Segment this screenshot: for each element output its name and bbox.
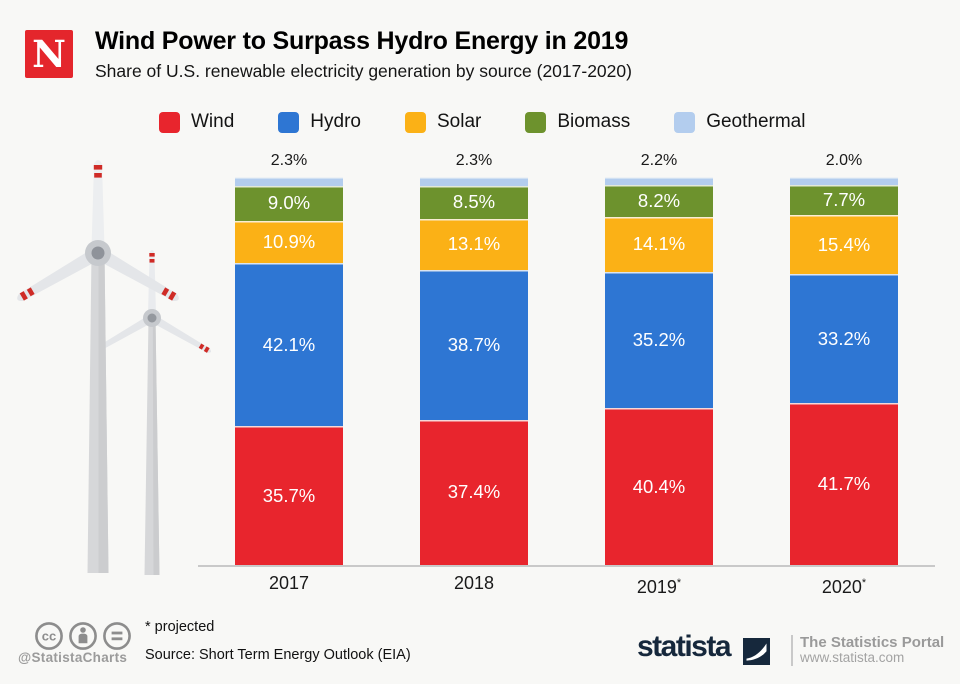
large-wind-turbine (17, 160, 179, 573)
bar-top-label-2020: 2.0% (825, 152, 863, 169)
segment-value-label: 9.0% (267, 192, 311, 214)
x-axis-label-2018: 2018 (453, 573, 495, 593)
legend-label: Wind (191, 111, 235, 132)
footer-divider (791, 635, 793, 666)
legend-label: Hydro (310, 111, 361, 132)
segment-value-label: 13.1% (447, 233, 501, 255)
segment-value-label: 38.7% (447, 333, 501, 355)
segment-2017-hydro: 42.1% (235, 263, 343, 427)
segment-2017-wind: 35.7% (235, 426, 343, 565)
legend-swatch (674, 111, 696, 133)
segment-2020-solar: 15.4% (790, 214, 898, 275)
legend-item-wind: Wind (159, 111, 234, 133)
projected-asterisk: * (861, 577, 867, 589)
statista-url: www.statista.com (800, 650, 905, 665)
segment-value-label: 35.7% (262, 484, 316, 506)
bar-top-label-2017: 2.3% (270, 152, 308, 169)
x-axis-label-2017: 2017 (268, 573, 310, 593)
legend-swatch (159, 111, 180, 133)
x-axis-label-2019: 2019* (636, 577, 682, 597)
segment-value-label: 15.4% (817, 233, 871, 255)
segment-value-label: 14.1% (632, 233, 686, 255)
legend-label: Solar (436, 111, 482, 132)
legend-swatch (404, 111, 426, 133)
legend-swatch (525, 111, 547, 133)
segment-2019-solar: 14.1% (605, 216, 713, 272)
x-axis-line (198, 565, 935, 567)
segment-2018-solar: 13.1% (420, 218, 528, 270)
legend-item-solar: Solar (404, 111, 482, 133)
segment-2020-geothermal (790, 177, 898, 185)
statista-charts-handle: @StatistaCharts (18, 650, 128, 665)
projected-asterisk: * (676, 577, 682, 589)
wind-turbines-illustration (17, 160, 212, 575)
segment-value-label: 10.9% (262, 230, 316, 252)
statistics-portal-label: The Statistics Portal (800, 634, 945, 651)
statista-logo-icon (743, 638, 770, 665)
cc-icon (35, 622, 63, 650)
segment-value-label: 41.7% (817, 473, 871, 495)
newsweek-logo: N (25, 30, 73, 78)
segment-2018-biomass: 8.5% (420, 185, 528, 219)
segment-2019-wind: 40.4% (605, 408, 713, 565)
segment-value-label: 8.2% (637, 190, 681, 212)
legend-label: Geothermal (706, 111, 806, 132)
source-note: Source: Short Term Energy Outlook (EIA) (145, 647, 411, 663)
equals-icon (103, 622, 131, 650)
page-subtitle: Share of U.S. renewable electricity gene… (95, 61, 632, 81)
segment-value-label: 8.5% (452, 191, 496, 213)
segment-2018-geothermal (420, 177, 528, 186)
segment-2019-hydro: 35.2% (605, 271, 713, 409)
segment-2019-biomass: 8.2% (605, 185, 713, 217)
segment-2020-biomass: 7.7% (790, 184, 898, 215)
projected-note: * projected (145, 619, 215, 635)
segment-2020-wind: 41.7% (790, 403, 898, 565)
segment-value-label: 37.4% (447, 481, 501, 503)
legend-item-biomass: Biomass (525, 111, 630, 133)
legend-swatch (278, 111, 300, 133)
segment-2019-geothermal (605, 176, 713, 186)
page-title: Wind Power to Surpass Hydro Energy in 20… (95, 27, 629, 55)
legend-item-geothermal: Geothermal (674, 111, 805, 133)
chart-legend: Wind Hydro Solar Biomass Geothermal (159, 111, 805, 133)
segment-2018-wind: 37.4% (420, 419, 528, 565)
x-axis-label-2020: 2020* (821, 577, 867, 597)
segment-value-label: 35.2% (632, 328, 686, 350)
attribution-icon (69, 622, 97, 650)
bar-top-label-2019: 2.2% (640, 151, 678, 169)
legend-item-hydro: Hydro (278, 111, 361, 133)
svg-text:cc: cc (42, 629, 56, 644)
segment-2020-hydro: 33.2% (790, 274, 898, 404)
segment-value-label: 40.4% (632, 475, 686, 497)
segment-value-label: 7.7% (822, 188, 866, 210)
segment-2017-geothermal (235, 177, 343, 186)
segment-2018-hydro: 38.7% (420, 269, 528, 420)
statista-wordmark: statista (637, 630, 732, 663)
segment-2017-biomass: 9.0% (235, 185, 343, 221)
segment-value-label: 33.2% (817, 327, 871, 349)
segment-2017-solar: 10.9% (235, 220, 343, 264)
bar-top-label-2018: 2.3% (455, 152, 493, 169)
segment-value-label: 42.1% (262, 333, 316, 355)
legend-label: Biomass (557, 111, 631, 132)
creative-commons-license-icons: cc (35, 622, 131, 650)
